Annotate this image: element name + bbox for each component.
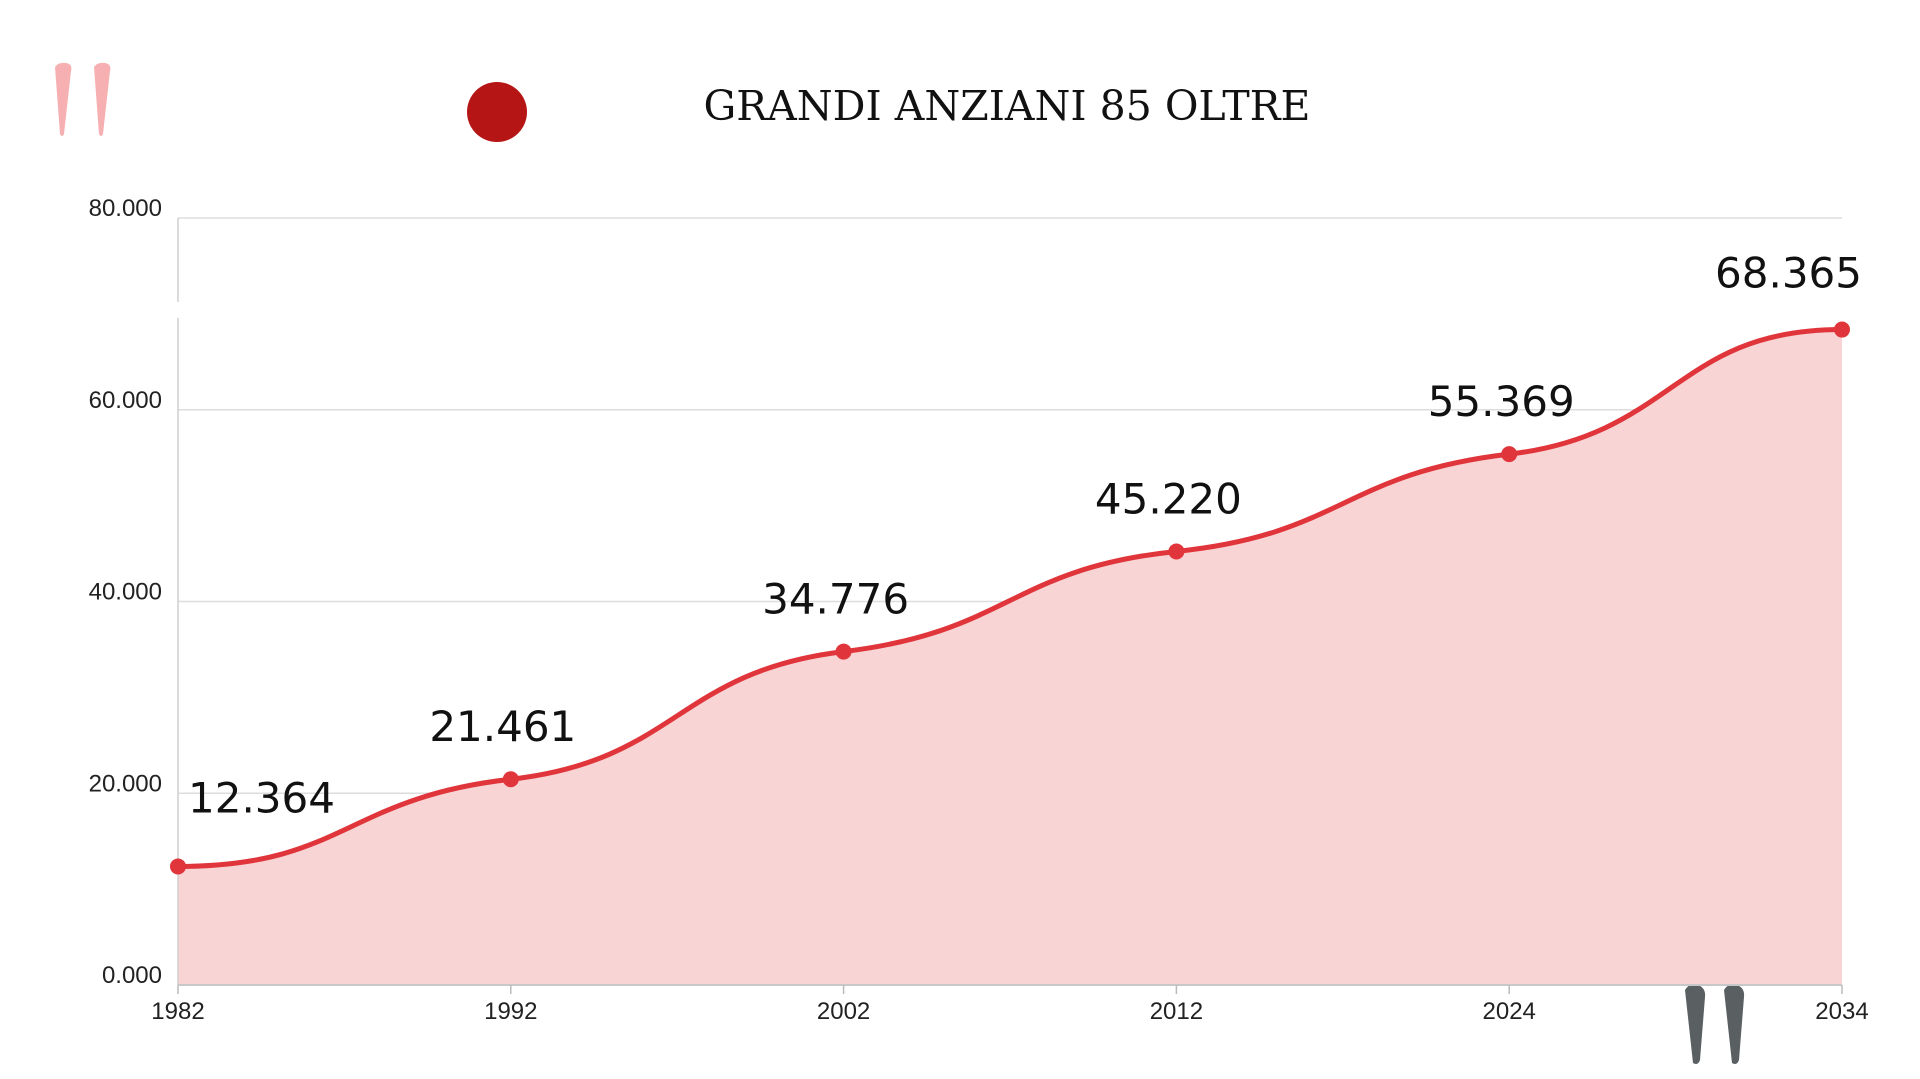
series-line: [175, 327, 1845, 869]
data-label: 45.220: [1095, 474, 1242, 523]
area-fill-shape: [178, 329, 1842, 986]
data-point: [170, 858, 186, 875]
x-tick-label: 2002: [817, 998, 870, 1025]
data-point: [1834, 321, 1850, 338]
x-axis-tick-labels: 1982 1992 2002 2012 2024 2034: [151, 998, 1868, 1025]
x-tick-label: 2034: [1815, 998, 1868, 1025]
y-axis-tick-labels: 0.000 20.000 40.000 60.000 80.000: [89, 195, 162, 989]
y-tick-label: 0.000: [102, 962, 162, 989]
data-point: [835, 643, 852, 660]
data-point: [1501, 446, 1518, 463]
y-tick-label: 20.000: [89, 770, 162, 797]
x-tick-label: 2012: [1150, 998, 1203, 1025]
data-labels: 12.364 21.461 34.776 45.220 55.369 68.365: [188, 249, 1862, 823]
data-point: [1168, 543, 1185, 560]
data-label: 68.365: [1715, 249, 1862, 298]
data-points: [170, 321, 1850, 875]
data-label: 21.461: [429, 702, 576, 751]
y-tick-label: 80.000: [89, 195, 162, 222]
data-label: 34.776: [762, 575, 909, 624]
quote-open-icon: [55, 62, 111, 137]
series-line-path: [175, 327, 1845, 869]
y-tick-label: 60.000: [89, 387, 162, 414]
x-tick-label: 1982: [151, 998, 204, 1025]
red-dot-icon: [467, 82, 527, 142]
area-fill: [178, 329, 1842, 986]
x-tick-label: 1992: [484, 998, 537, 1025]
data-point: [502, 771, 519, 788]
axes: [177, 218, 1843, 994]
x-tick-label: 2024: [1483, 998, 1536, 1025]
quote-close-icon: [1685, 984, 1745, 1064]
data-label: 55.369: [1428, 377, 1575, 426]
y-tick-label: 40.000: [89, 579, 162, 606]
data-label: 12.364: [188, 773, 335, 822]
chart-title: GRANDI ANZIANI 85 OLTRE: [704, 82, 1311, 130]
